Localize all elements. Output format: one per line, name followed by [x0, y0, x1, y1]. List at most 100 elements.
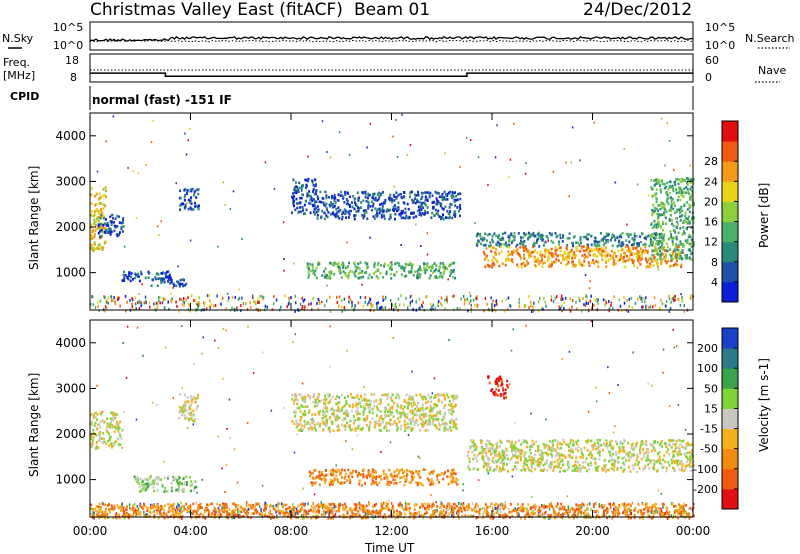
data-cell — [341, 299, 343, 302]
data-cell — [160, 277, 163, 281]
data-cell — [323, 217, 326, 221]
data-cell — [194, 400, 197, 404]
data-cell — [375, 302, 378, 306]
data-cell — [413, 423, 416, 426]
data-cell — [674, 298, 677, 302]
data-cell — [644, 300, 646, 304]
data-cell — [183, 481, 186, 484]
data-cell — [192, 396, 195, 399]
data-cell — [575, 248, 578, 251]
data-cell — [424, 414, 427, 418]
data-cell — [119, 231, 121, 234]
data-cell — [450, 402, 453, 406]
data-cell — [670, 203, 673, 206]
data-cell — [101, 419, 104, 422]
data-cell — [219, 503, 221, 507]
data-cell — [683, 244, 685, 248]
data-cell — [657, 209, 660, 212]
data-cell — [231, 516, 233, 520]
data-cell — [231, 295, 234, 299]
data-cell — [531, 310, 533, 313]
data-cell — [547, 265, 550, 268]
data-cell — [178, 411, 181, 414]
data-cell — [308, 273, 311, 277]
data-cell — [90, 302, 92, 306]
data-cell — [94, 416, 97, 419]
data-cell — [412, 273, 415, 277]
data-cell — [684, 254, 687, 257]
data-cell — [365, 403, 368, 406]
data-cell — [394, 262, 397, 266]
data-cell — [102, 431, 105, 435]
data-cell — [262, 296, 265, 299]
data-cell — [153, 302, 155, 306]
data-cell — [554, 296, 557, 300]
data-cell — [295, 301, 297, 305]
data-cell — [625, 459, 628, 462]
data-cell — [335, 409, 338, 412]
data-cell — [539, 296, 541, 300]
data-cell — [116, 437, 119, 441]
data-cell — [657, 489, 660, 492]
data-cell — [369, 422, 372, 426]
data-cell — [344, 424, 347, 427]
data-cell — [397, 394, 400, 398]
data-cell — [659, 184, 661, 187]
data-cell — [593, 303, 595, 307]
data-cell — [432, 422, 435, 426]
data-cell — [449, 399, 451, 403]
data-cell — [522, 236, 524, 239]
data-cell — [297, 190, 300, 193]
data-cell — [405, 393, 408, 397]
data-cell — [134, 272, 137, 276]
data-cell — [354, 409, 357, 413]
data-cell — [357, 397, 360, 401]
data-cell — [361, 214, 364, 217]
data-cell — [541, 306, 543, 310]
data-cell — [607, 259, 610, 262]
data-cell — [565, 258, 568, 261]
data-cell — [407, 404, 410, 408]
data-cell — [145, 486, 148, 489]
data-cell — [156, 272, 159, 275]
data-cell — [523, 304, 526, 307]
data-cell — [442, 208, 445, 211]
data-cell — [324, 190, 327, 194]
data-cell — [335, 207, 338, 211]
data-cell — [175, 300, 177, 304]
data-cell — [324, 474, 327, 477]
data-cell — [605, 265, 608, 268]
data-cell — [167, 276, 170, 280]
data-cell — [541, 253, 544, 257]
ytick-label: 1000 — [55, 266, 86, 280]
data-cell — [493, 512, 495, 516]
data-cell — [454, 472, 457, 476]
data-cell — [325, 424, 328, 427]
data-cell — [604, 256, 607, 259]
data-cell — [430, 494, 432, 497]
data-cell — [668, 219, 671, 222]
data-cell — [373, 404, 376, 408]
data-cell — [453, 480, 456, 483]
data-cell — [97, 223, 100, 227]
data-cell — [90, 445, 93, 449]
data-cell — [135, 217, 138, 219]
data-cell — [534, 507, 536, 511]
data-cell — [345, 402, 348, 406]
data-cell — [150, 505, 152, 509]
data-cell — [450, 404, 452, 408]
data-cell — [183, 189, 186, 192]
data-cell — [120, 221, 123, 225]
data-cell — [567, 443, 570, 447]
data-cell — [661, 202, 664, 205]
data-cell — [661, 239, 664, 242]
data-cell — [586, 246, 589, 249]
data-cell — [658, 242, 661, 245]
data-cell — [301, 306, 303, 310]
data-cell — [550, 252, 553, 255]
data-cell — [528, 254, 531, 257]
data-cell — [195, 302, 198, 306]
data-cell — [618, 243, 621, 247]
data-cell — [404, 262, 407, 266]
data-cell — [312, 272, 315, 275]
